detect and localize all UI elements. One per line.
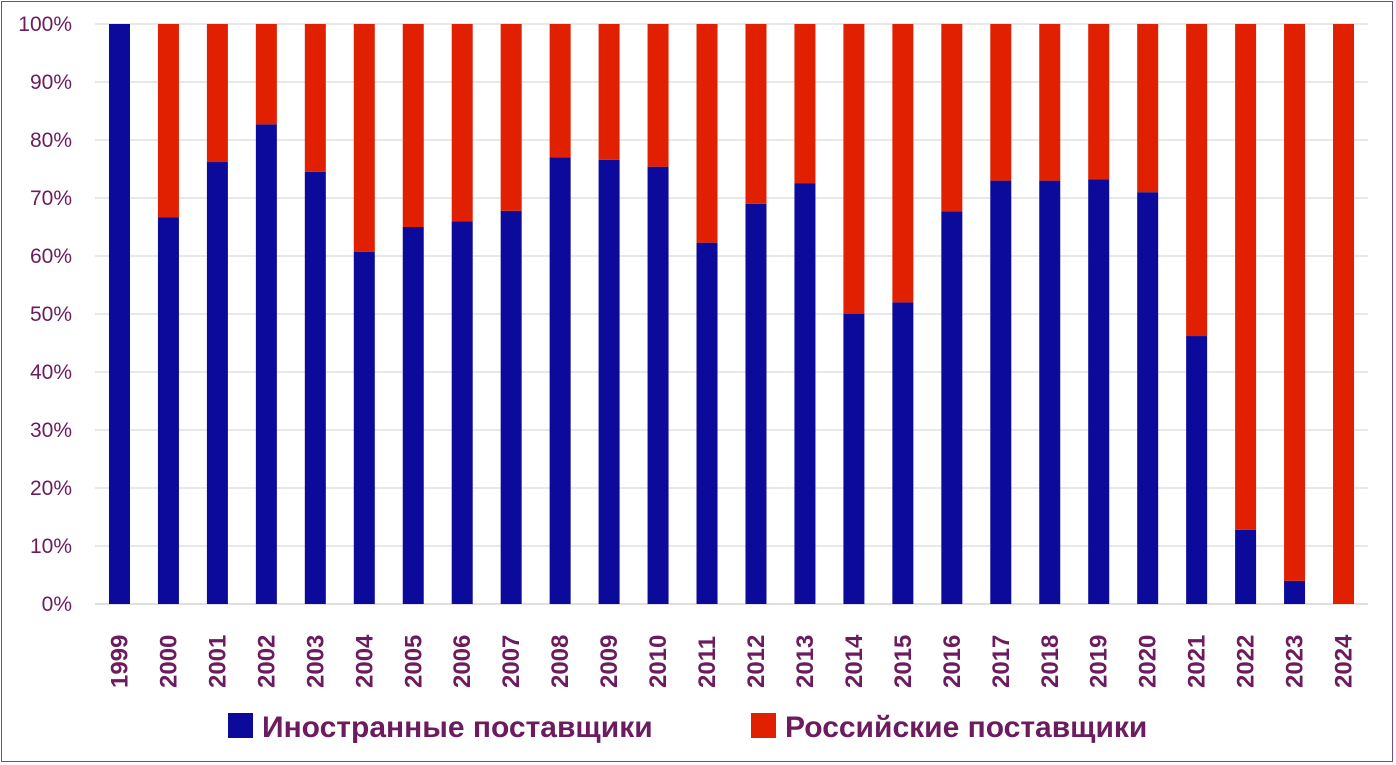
x-tick-label: 2005 bbox=[400, 635, 427, 688]
x-tick-label: 2009 bbox=[596, 635, 623, 688]
bar-foreign-2022 bbox=[1235, 529, 1257, 604]
x-axis-ticks: 1999 2000 2001 2002 2003 2004 2005 2006 2007 2008… bbox=[106, 634, 1357, 688]
x-tick-label: 2012 bbox=[743, 635, 770, 688]
bars bbox=[108, 24, 1355, 605]
y-tick-label: 70% bbox=[30, 187, 72, 210]
y-tick-label: 80% bbox=[30, 129, 72, 152]
bar-russian-2007 bbox=[500, 24, 522, 211]
x-tick-label: 2004 bbox=[351, 634, 378, 688]
x-tick-label: 2001 bbox=[204, 635, 231, 688]
bar-foreign-2004 bbox=[353, 251, 375, 604]
bar-foreign-2012 bbox=[745, 203, 767, 605]
y-tick-label: 0% bbox=[42, 593, 72, 616]
legend-swatch-foreign bbox=[228, 713, 253, 738]
bar-russian-2019 bbox=[1088, 24, 1110, 180]
x-tick-label: 2017 bbox=[988, 635, 1015, 688]
x-tick-label: 2002 bbox=[253, 635, 280, 688]
x-tick-label: 2011 bbox=[694, 636, 721, 688]
bar-foreign-2005 bbox=[402, 227, 424, 604]
bar-russian-2016 bbox=[941, 24, 963, 212]
y-tick-label: 60% bbox=[30, 245, 72, 268]
x-tick-label: 2015 bbox=[890, 635, 917, 688]
bar-foreign-2010 bbox=[647, 166, 669, 604]
bar-russian-2024 bbox=[1333, 24, 1355, 604]
x-tick-label: 2016 bbox=[939, 635, 966, 688]
bar-foreign-2008 bbox=[549, 157, 571, 604]
bar-russian-2013 bbox=[794, 24, 816, 184]
bar-foreign-2015 bbox=[892, 302, 914, 604]
bar-russian-2005 bbox=[402, 24, 424, 227]
bar-russian-2011 bbox=[696, 24, 718, 243]
bar-foreign-1999 bbox=[108, 24, 130, 604]
bar-foreign-2002 bbox=[255, 124, 277, 604]
x-tick-label: 2013 bbox=[792, 635, 819, 688]
bar-foreign-2006 bbox=[451, 221, 473, 604]
bar-russian-2006 bbox=[451, 24, 473, 222]
x-tick-label: 2006 bbox=[449, 635, 476, 688]
bar-russian-2021 bbox=[1186, 24, 1208, 337]
bar-foreign-2021 bbox=[1186, 336, 1208, 604]
x-tick-label: 2014 bbox=[841, 634, 868, 688]
bar-foreign-2013 bbox=[794, 183, 816, 604]
x-tick-label: 2018 bbox=[1037, 635, 1064, 688]
bar-russian-2000 bbox=[157, 24, 179, 218]
gridlines bbox=[95, 23, 1368, 605]
bar-russian-2017 bbox=[990, 24, 1012, 181]
x-tick-label: 2007 bbox=[498, 635, 525, 688]
bar-foreign-2011 bbox=[696, 242, 718, 604]
y-tick-label: 100% bbox=[18, 13, 72, 36]
bar-russian-2015 bbox=[892, 24, 914, 303]
y-tick-label: 40% bbox=[30, 361, 72, 384]
bar-foreign-2017 bbox=[990, 180, 1012, 604]
bar-foreign-2009 bbox=[598, 159, 620, 604]
legend-swatch-russian bbox=[751, 713, 776, 738]
bar-foreign-2023 bbox=[1284, 580, 1306, 604]
bar-russian-2009 bbox=[598, 24, 620, 160]
y-tick-label: 10% bbox=[30, 535, 72, 558]
bar-russian-2002 bbox=[255, 24, 277, 125]
bar-russian-2008 bbox=[549, 24, 571, 158]
x-tick-label: 2021 bbox=[1184, 635, 1211, 688]
legend-label-russian: Российские поставщики bbox=[785, 711, 1147, 744]
bar-russian-2023 bbox=[1284, 24, 1306, 581]
bar-foreign-2018 bbox=[1039, 180, 1061, 604]
bar-foreign-2000 bbox=[157, 217, 179, 604]
x-tick-label: 2020 bbox=[1135, 635, 1162, 688]
y-tick-label: 50% bbox=[30, 303, 72, 326]
x-tick-label: 1999 bbox=[106, 635, 133, 688]
bar-foreign-2001 bbox=[206, 162, 228, 605]
bar-russian-2010 bbox=[647, 24, 669, 167]
bar-russian-2020 bbox=[1137, 24, 1159, 193]
bar-russian-2012 bbox=[745, 24, 767, 204]
x-tick-label: 2019 bbox=[1086, 635, 1113, 688]
bar-foreign-2019 bbox=[1088, 179, 1110, 604]
bar-russian-2004 bbox=[353, 24, 375, 252]
y-tick-label: 30% bbox=[30, 419, 72, 442]
bar-foreign-2007 bbox=[500, 210, 522, 604]
x-tick-label: 2000 bbox=[155, 635, 182, 688]
x-tick-label: 2003 bbox=[302, 635, 329, 688]
legend-label-foreign: Иностранные поставщики bbox=[262, 711, 653, 744]
bar-russian-2003 bbox=[304, 24, 326, 172]
bar-russian-2014 bbox=[843, 24, 865, 314]
x-tick-label: 2024 bbox=[1331, 634, 1358, 688]
bar-foreign-2016 bbox=[941, 211, 963, 604]
y-tick-label: 20% bbox=[30, 477, 72, 500]
x-tick-label: 2008 bbox=[547, 635, 574, 688]
bar-russian-2022 bbox=[1235, 24, 1257, 530]
x-tick-label: 2022 bbox=[1233, 635, 1260, 688]
y-axis-ticks: 0% 10% 20% 30% 40% 50% 60% 70% 80% 90% 100% bbox=[18, 13, 72, 616]
bar-foreign-2003 bbox=[304, 171, 326, 604]
x-tick-label: 2023 bbox=[1282, 635, 1309, 688]
bar-foreign-2014 bbox=[843, 314, 865, 604]
bar-russian-2001 bbox=[206, 24, 228, 163]
x-tick-label: 2010 bbox=[645, 635, 672, 688]
bar-foreign-2020 bbox=[1137, 192, 1159, 604]
y-tick-label: 90% bbox=[30, 71, 72, 94]
legend: Иностранные поставщики Российские постав… bbox=[228, 711, 1147, 744]
bar-russian-2018 bbox=[1039, 24, 1061, 181]
